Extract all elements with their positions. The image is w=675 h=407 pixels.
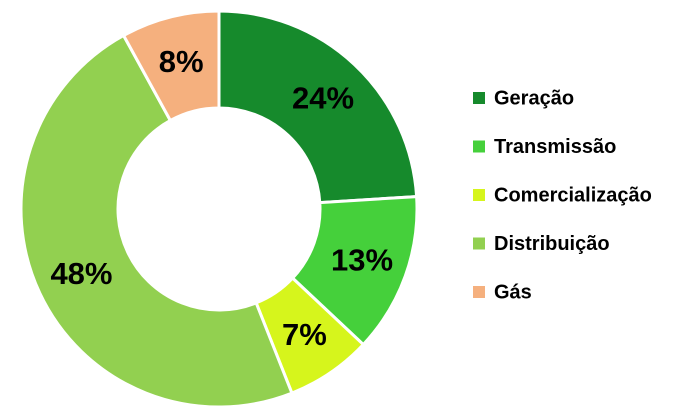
- legend-swatch: [473, 237, 485, 250]
- legend-label: Gás: [494, 281, 532, 303]
- legend-swatch: [473, 140, 485, 153]
- legend-label: Geração: [494, 87, 574, 109]
- legend-label: Comercialização: [494, 184, 652, 206]
- data-label: 8%: [159, 44, 204, 79]
- legend-swatch: [473, 286, 485, 298]
- donut-slice: [19, 33, 294, 407]
- legend-label: Transmissão: [494, 136, 616, 158]
- data-label: 7%: [282, 317, 327, 352]
- legend-label: Distribuição: [494, 233, 610, 255]
- legend-swatch: [473, 189, 485, 201]
- donut-slice: [217, 9, 419, 205]
- legend-swatch: [473, 92, 485, 104]
- data-label: 13%: [331, 243, 393, 278]
- donut-slice: [121, 9, 221, 123]
- data-label: 48%: [50, 256, 112, 291]
- data-label: 24%: [292, 80, 354, 115]
